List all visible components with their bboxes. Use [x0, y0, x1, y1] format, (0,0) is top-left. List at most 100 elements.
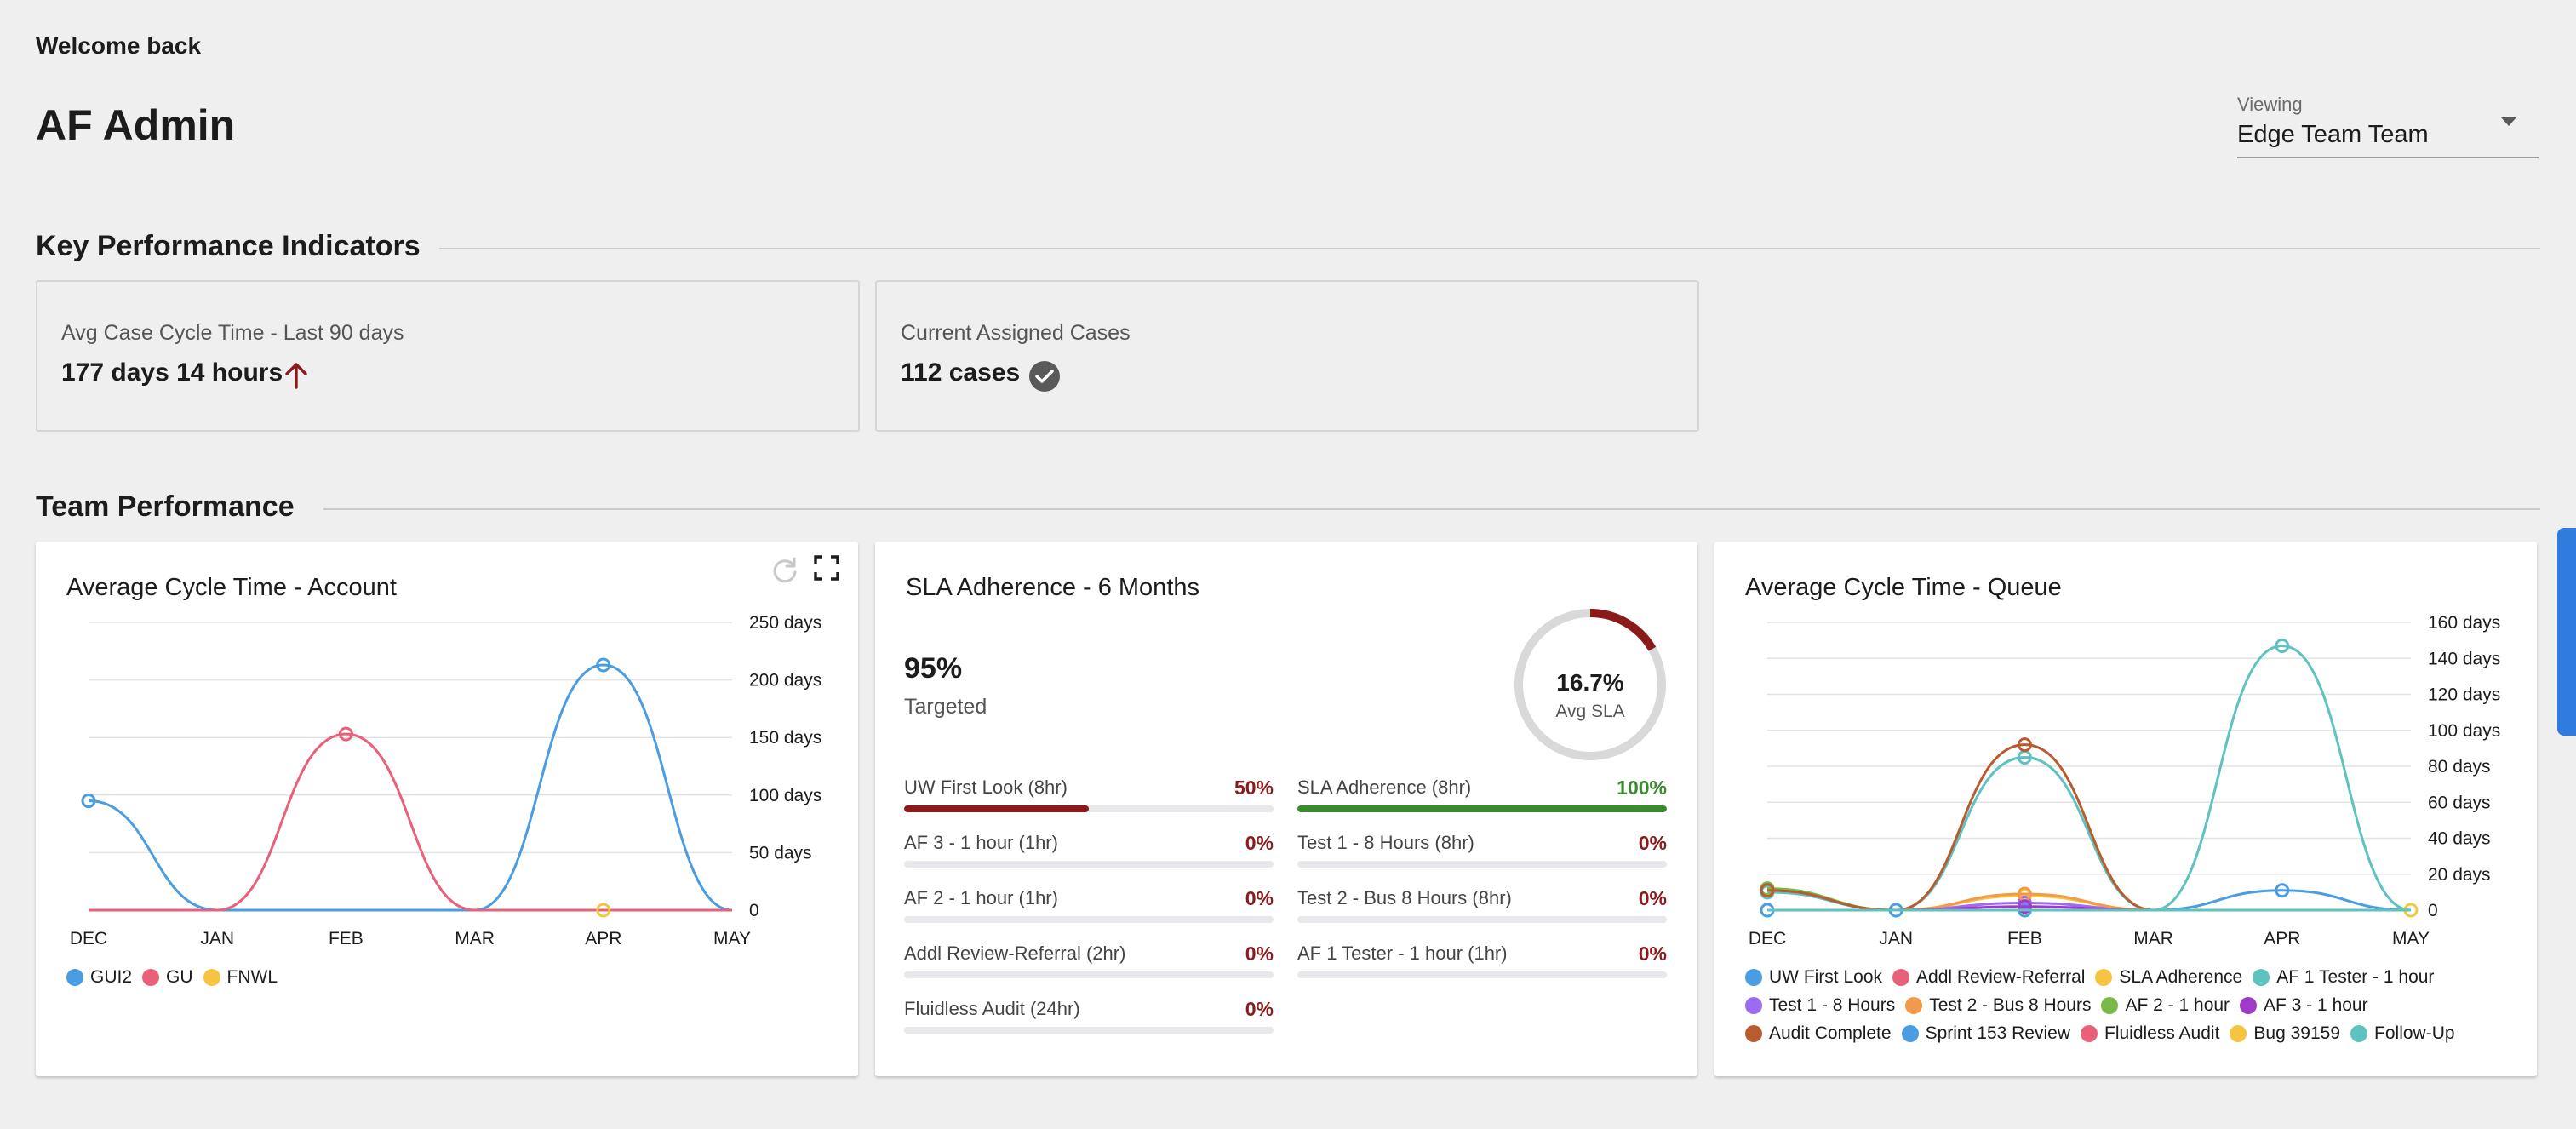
refresh-icon[interactable] — [768, 553, 802, 587]
legend-row: Test 1 - 8 Hours Test 2 - Bus 8 Hours AF 2… — [1745, 995, 2379, 1016]
data-point[interactable] — [2017, 737, 2032, 753]
y-tick-label: 80 days — [2428, 757, 2491, 777]
legend-label: Bug 39159 — [2253, 1023, 2341, 1043]
y-tick-label: 40 days — [2428, 829, 2491, 849]
kpi-section-title: Key Performance Indicators — [36, 230, 421, 262]
account-chart-legend: GUI2 GU FNWL — [66, 967, 288, 988]
legend-item[interactable]: AF 2 - 1 hour — [2101, 995, 2230, 1016]
sla-item: Fluidless Audit (24hr) 0% — [904, 998, 1274, 1034]
y-tick-label: 0 — [749, 901, 759, 920]
legend-item[interactable]: Test 1 - 8 Hours — [1745, 995, 1895, 1016]
sla-progress-track — [1297, 916, 1667, 923]
data-point[interactable] — [596, 903, 611, 918]
legend-label: Audit Complete — [1769, 1023, 1892, 1043]
kpi-label: Current Assigned Cases — [901, 321, 1131, 345]
team-section-title: Team Performance — [36, 490, 295, 523]
legend-item[interactable]: GU — [142, 967, 193, 988]
queue-line-chart: 0 20 days 40 days 60 days 80 days 100 days 120… — [1749, 613, 2500, 948]
legend-label: FNWL — [226, 967, 278, 987]
sla-progress-track — [1297, 971, 1667, 978]
series-line — [1766, 644, 2412, 912]
sla-item-name: AF 2 - 1 hour (1hr) — [904, 887, 1058, 908]
sla-progress-track — [1297, 861, 1667, 868]
side-panel-tab[interactable] — [2557, 528, 2576, 736]
sla-item-name: Fluidless Audit (24hr) — [904, 998, 1080, 1019]
legend-swatch — [1745, 997, 1762, 1014]
legend-row: UW First Look Addl Review-Referral SLA Adh… — [1745, 967, 2444, 988]
x-tick-label: MAY — [2392, 929, 2430, 948]
x-tick-label: JAN — [1879, 929, 1913, 948]
y-tick-label: 20 days — [2428, 865, 2491, 885]
legend-item[interactable]: AF 3 - 1 hour — [2240, 995, 2368, 1016]
sla-item-percent: 0% — [1638, 832, 1667, 854]
sla-progress-track — [904, 1027, 1274, 1034]
legend-item[interactable]: Bug 39159 — [2230, 1023, 2340, 1044]
series-line — [88, 732, 732, 912]
sla-item-name: AF 3 - 1 hour (1hr) — [904, 832, 1058, 853]
legend-item[interactable]: Fluidless Audit — [2081, 1023, 2219, 1044]
sla-item-percent: 100% — [1617, 777, 1667, 799]
legend-label: Test 1 - 8 Hours — [1769, 995, 1896, 1015]
data-point[interactable] — [81, 794, 96, 809]
kpi-divider — [439, 248, 2540, 249]
legend-item[interactable]: SLA Adherence — [2095, 967, 2242, 988]
x-tick-label: FEB — [2007, 929, 2042, 948]
data-point[interactable] — [2017, 899, 2032, 914]
data-point[interactable] — [1760, 883, 1775, 898]
team-select[interactable]: Viewing Edge Team Team — [2237, 89, 2539, 158]
data-point[interactable] — [2275, 638, 2290, 653]
sla-item-name: Test 1 - 8 Hours (8hr) — [1297, 832, 1474, 853]
legend-swatch — [2230, 1025, 2247, 1042]
sla-card: SLA Adherence - 6 Months 95% Targeted 16… — [875, 542, 1697, 1076]
sla-item-name: Test 2 - Bus 8 Hours (8hr) — [1297, 887, 1512, 908]
legend-item[interactable]: Addl Review-Referral — [1892, 967, 2085, 988]
avg-sla-arc — [1514, 609, 1666, 760]
legend-swatch — [2240, 997, 2258, 1014]
avg-sla-label: Avg SLA — [1555, 702, 1624, 721]
fullscreen-icon[interactable] — [812, 553, 841, 582]
legend-swatch — [2081, 1025, 2098, 1042]
legend-item[interactable]: Sprint 153 Review — [1901, 1023, 2070, 1044]
data-point[interactable] — [596, 657, 611, 673]
x-tick-label: FEB — [329, 929, 364, 948]
legend-swatch — [66, 969, 83, 986]
legend-label: SLA Adherence — [2119, 967, 2243, 987]
legend-label: Test 2 - Bus 8 Hours — [1929, 995, 2092, 1015]
legend-item[interactable]: Audit Complete — [1745, 1023, 1892, 1044]
kpi-label: Avg Case Cycle Time - Last 90 days — [61, 321, 404, 345]
data-point[interactable] — [2275, 883, 2290, 898]
legend-item[interactable]: UW First Look — [1745, 967, 1882, 988]
legend-swatch — [1745, 969, 1762, 986]
legend-swatch — [2095, 969, 2113, 986]
sla-item-percent: 0% — [1245, 943, 1274, 965]
sla-item-percent: 0% — [1245, 887, 1274, 909]
legend-item[interactable]: Test 2 - Bus 8 Hours — [1905, 995, 2091, 1016]
sla-item-name: AF 1 Tester - 1 hour (1hr) — [1297, 943, 1508, 964]
legend-swatch — [1901, 1025, 1919, 1042]
sla-item-percent: 0% — [1638, 943, 1667, 965]
sla-targeted-value: 95% — [904, 652, 963, 685]
legend-swatch — [2350, 1025, 2368, 1042]
sla-progress-track — [904, 971, 1274, 978]
sla-item-percent: 50% — [1234, 777, 1274, 799]
account-line-chart: 0 50 days 100 days 150 days 200 days 250 days… — [70, 613, 821, 948]
sla-item: SLA Adherence (8hr) 100% — [1297, 777, 1667, 812]
legend-item[interactable]: FNWL — [203, 967, 278, 988]
legend-label: AF 1 Tester - 1 hour — [2276, 967, 2435, 987]
sla-progress-track — [904, 805, 1274, 812]
legend-item[interactable]: GUI2 — [66, 967, 132, 988]
y-tick-label: 60 days — [2428, 793, 2491, 812]
team-select-value: Edge Team Team — [2237, 121, 2429, 148]
avg-sla-value: 16.7% — [1556, 669, 1623, 696]
queue-chart-title: Average Cycle Time - Queue — [1745, 574, 2062, 601]
user-name: AF Admin — [36, 101, 236, 149]
sla-item: AF 3 - 1 hour (1hr) 0% — [904, 832, 1274, 868]
data-point[interactable] — [338, 726, 353, 742]
legend-swatch — [1905, 997, 1923, 1014]
legend-label: Sprint 153 Review — [1925, 1023, 2070, 1043]
legend-item[interactable]: Follow-Up — [2350, 1023, 2455, 1044]
team-select-label: Viewing — [2237, 94, 2303, 115]
legend-item[interactable]: AF 1 Tester - 1 hour — [2253, 967, 2434, 988]
y-tick-label: 200 days — [749, 671, 821, 691]
queue-chart-card: Average Cycle Time - Queue 0 20 days 40 da… — [1714, 542, 2537, 1076]
